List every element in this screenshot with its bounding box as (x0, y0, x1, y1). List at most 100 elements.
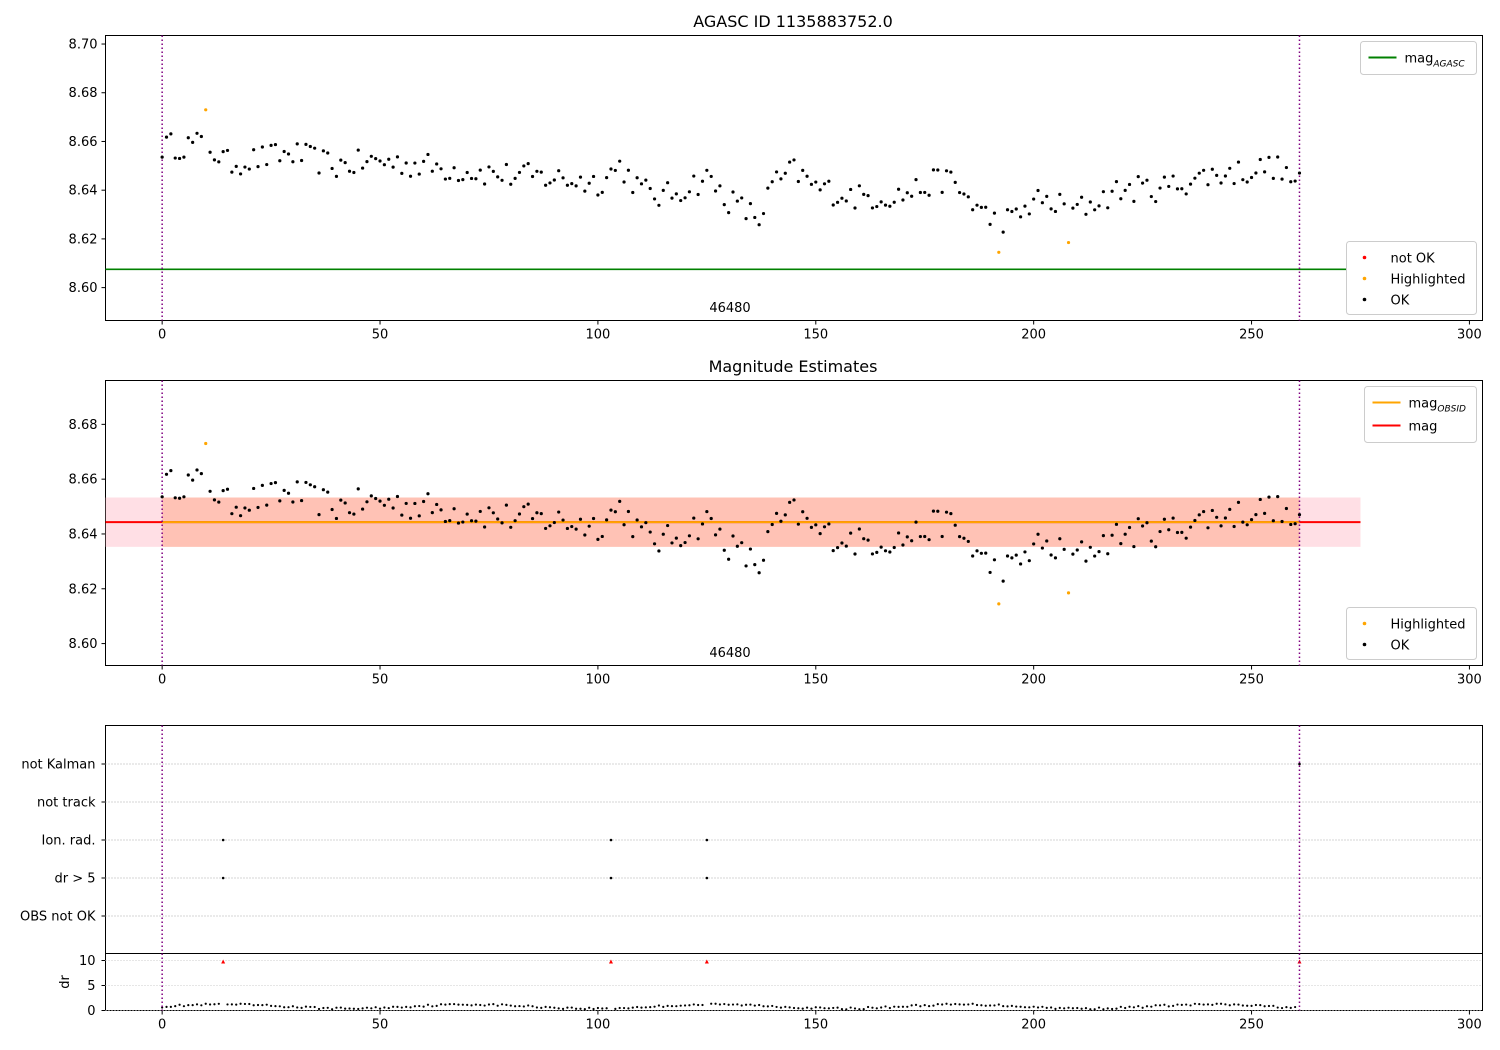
ok-point-105 (622, 523, 626, 527)
dr-point-12 (213, 1003, 216, 1006)
dr-point-29 (287, 1006, 290, 1009)
ok-point-27 (282, 488, 286, 493)
ok-point-251 (1267, 155, 1271, 159)
ok-point-158 (853, 552, 857, 556)
highlighted-point-2 (1066, 591, 1071, 595)
ok-point-88 (548, 181, 552, 185)
dr-point-203 (1045, 1006, 1048, 1009)
ok-point-151 (822, 525, 827, 529)
line-legend-box (1360, 41, 1477, 75)
ok-point-19 (247, 508, 251, 512)
dr-point-194 (1006, 1005, 1009, 1008)
x-tick-label-300: 300 (1457, 328, 1482, 343)
ok-point-203 (1053, 209, 1058, 214)
dr-point-24 (265, 1003, 268, 1006)
flags-x-tick-label-100: 100 (585, 1018, 610, 1033)
ok-point-81 (517, 512, 522, 516)
dr-point-150 (814, 1006, 817, 1009)
ok-point-225 (1154, 199, 1158, 204)
dr-point-240 (1206, 1003, 1210, 1006)
ok-point-36 (321, 149, 325, 153)
ok-point-66 (452, 507, 456, 511)
ok-point-80 (513, 519, 517, 523)
ok-point-229 (1171, 174, 1175, 178)
ok-point-186 (975, 203, 979, 207)
dr-point-16 (230, 1003, 233, 1006)
dr-point-195 (1010, 1004, 1013, 1007)
dr-point-218 (1111, 1007, 1114, 1011)
ok-point-160 (862, 537, 866, 541)
dr-point-83 (522, 1005, 525, 1008)
ok-point-11 (212, 158, 217, 162)
ok-point-60 (426, 492, 430, 496)
ok-point-254 (1280, 177, 1284, 181)
ok-point-102 (609, 508, 613, 512)
ok-point-172 (914, 178, 918, 182)
ok-point-210 (1088, 200, 1092, 204)
ok-point-147 (805, 516, 809, 520)
ok-point-93 (570, 524, 574, 529)
ok-point-15 (230, 512, 234, 516)
flag-point-0-0 (1298, 762, 1301, 766)
ok-point-102 (609, 167, 613, 171)
ok-point-32 (304, 142, 308, 146)
dr-point-225 (1141, 1006, 1144, 1009)
ok-point-125 (709, 516, 713, 521)
ok-point-202 (1049, 553, 1053, 557)
dr-point-100 (596, 1006, 600, 1010)
dr-point-255 (1272, 1004, 1275, 1007)
ok-point-213 (1101, 190, 1105, 194)
ok-point-55 (404, 161, 408, 165)
dr-point-246 (1233, 1003, 1236, 1006)
x-tick-label-150: 150 (803, 328, 828, 343)
ok-point-113 (657, 203, 661, 207)
ok-point-145 (796, 522, 800, 526)
dr-point-190 (988, 1004, 992, 1007)
ok-point-158 (853, 206, 857, 210)
ok-point-78 (504, 162, 508, 167)
magnitude-panel: Magnitude Estimates 46480 0 50 100 150 200 25… (69, 357, 1483, 688)
dr-point-179 (941, 1003, 944, 1006)
ok-point-4 (177, 496, 182, 500)
ok-point-85 (535, 511, 539, 515)
ok-point-221 (1136, 517, 1140, 521)
dr-point-147 (801, 1007, 804, 1010)
ok-point-109 (639, 182, 644, 186)
ok-point-237 (1206, 183, 1210, 187)
dr-point-172 (910, 1004, 913, 1007)
ok-point-189 (988, 570, 992, 575)
ok-point-142 (783, 513, 787, 517)
ok-point-166 (888, 550, 892, 554)
dr-point-169 (897, 1005, 900, 1008)
ok-point-239 (1215, 515, 1219, 519)
ok-point-187 (979, 551, 983, 555)
ok-point-74 (487, 506, 491, 510)
ok-point-162 (870, 206, 875, 210)
dr-point-108 (631, 1006, 634, 1009)
ok-point-37 (326, 490, 330, 494)
ok-point-182 (957, 190, 962, 195)
ok-point-218 (1123, 532, 1127, 536)
dr-tick-label-2: 10 (79, 954, 96, 969)
ok-point-234 (1193, 176, 1197, 180)
ok-point-38 (330, 507, 334, 512)
ok-point-253 (1276, 155, 1280, 159)
ok-point-73 (483, 182, 487, 186)
y-tick-label-0: 8.60 (69, 281, 98, 296)
ok-point-76 (496, 517, 500, 521)
ok-point-196 (1023, 550, 1027, 554)
ok-point-253 (1276, 495, 1280, 499)
dr-point-58 (413, 1005, 416, 1008)
y-tick-label-2: 8.64 (69, 184, 98, 199)
dr-point-71 (470, 1004, 473, 1007)
dr-point-223 (1132, 1006, 1135, 1009)
ok-point-173 (918, 534, 922, 539)
ok-point-159 (857, 184, 861, 188)
ok-point-50 (382, 503, 386, 507)
ok-point-79 (509, 525, 513, 529)
dr-point-46 (361, 1007, 364, 1010)
ok-point-188 (984, 205, 988, 209)
ok-point-200 (1040, 546, 1044, 550)
ok-point-31 (299, 498, 304, 503)
ok-point-213 (1101, 534, 1105, 538)
